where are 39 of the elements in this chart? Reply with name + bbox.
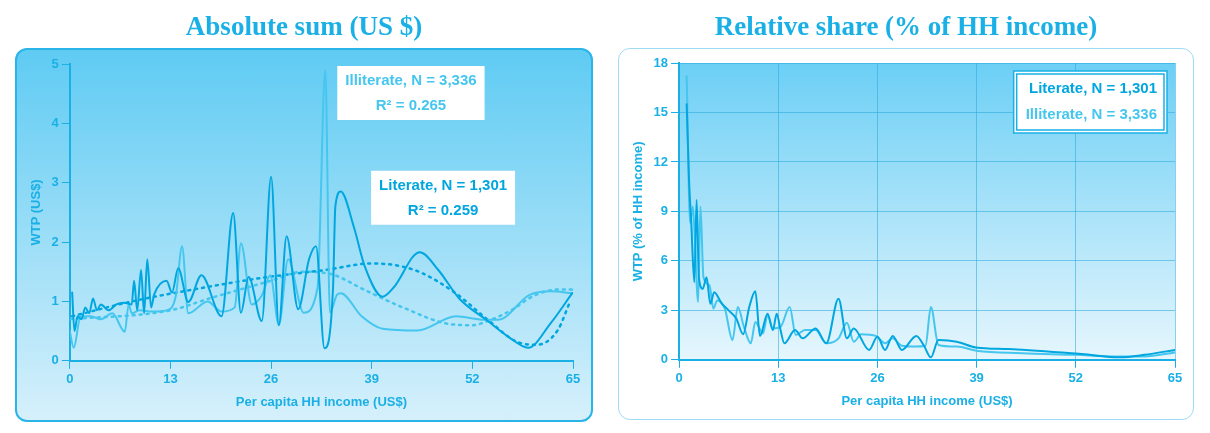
text: Literate, N = 1,301 — [379, 175, 508, 193]
y-tick-label: 0 — [660, 351, 669, 367]
text: Illiterate, N = 3,336 — [1025, 105, 1157, 123]
y-tick-label: 3 — [660, 301, 669, 317]
y-tick-label: 2 — [51, 233, 59, 249]
y-tick-label: 5 — [51, 55, 59, 71]
y-tick-label: 12 — [653, 153, 669, 169]
annotation: R² = 0.265 — [375, 96, 447, 114]
x-tick-label: 39 — [364, 371, 379, 387]
x-tick-label: 52 — [1068, 370, 1084, 386]
y-tick-label: 1 — [51, 293, 59, 309]
y-tick-label: 4 — [51, 114, 60, 130]
y-tick-label: 18 — [653, 54, 669, 70]
y-tick-label: 0 — [51, 352, 59, 368]
x-tick-label: 13 — [771, 370, 786, 386]
chart-title: Absolute sum (US $) — [185, 10, 423, 43]
y-axis-title: WTP (US$) — [28, 179, 44, 246]
y-tick-label: 6 — [660, 252, 669, 268]
x-tick-label: 26 — [870, 370, 885, 386]
x-tick-label: 0 — [66, 371, 74, 387]
y-tick-label: 9 — [660, 202, 669, 218]
line-series — [71, 175, 573, 350]
x-tick-label: 65 — [565, 371, 581, 387]
x-tick-label: 39 — [969, 370, 984, 386]
chart-title: Relative share (% of HH income) — [714, 10, 1098, 43]
y-tick-label: 15 — [653, 104, 669, 120]
x-tick-label: 0 — [675, 370, 683, 386]
x-axis-title: Per capita HH income (US$) — [841, 392, 1013, 408]
line-series — [69, 68, 573, 349]
series-label: Illiterate, N = 3,336 — [345, 71, 477, 89]
x-tick-label: 52 — [465, 371, 480, 387]
x-tick-label: 26 — [263, 371, 279, 387]
x-tick-label: 13 — [163, 371, 178, 387]
annotation: R² = 0.259 — [407, 200, 479, 218]
y-axis-title: WTP (% of HH income) — [630, 141, 646, 282]
x-axis-title: Per capita HH income (US$) — [235, 393, 408, 409]
x-tick-label: 65 — [1167, 370, 1183, 386]
y-tick-label: 3 — [51, 174, 59, 190]
text: Literate, N = 1,301 — [1029, 79, 1157, 97]
